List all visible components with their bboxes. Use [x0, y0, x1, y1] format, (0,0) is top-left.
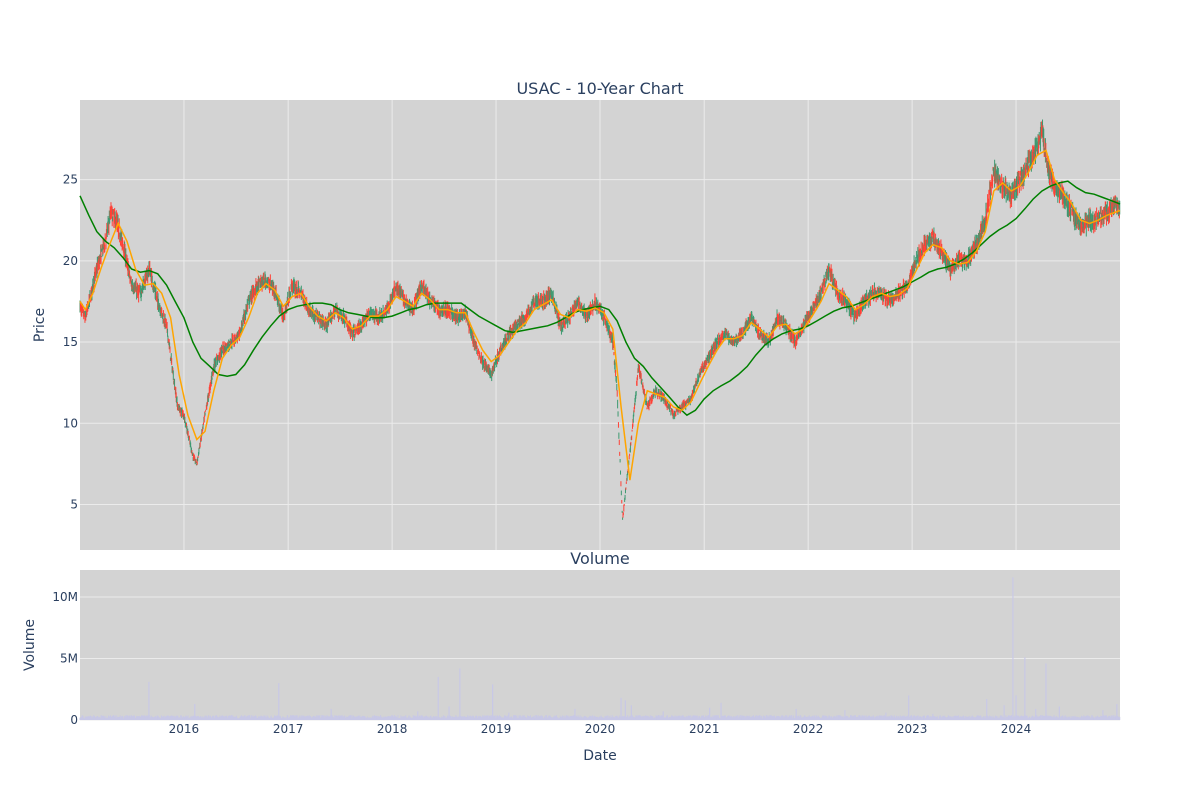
price-y-tick-label: 20 — [63, 254, 78, 268]
price-y-tick-label: 25 — [63, 173, 78, 187]
volume-y-ticks: 0 5M 10M — [52, 590, 78, 727]
volume-y-tick-label: 5M — [60, 652, 78, 666]
volume-plot-area — [80, 570, 1120, 720]
price-panel: 5 10 15 20 25 USAC - 10-Year Chart Price — [32, 79, 1121, 550]
price-y-tick-label: 15 — [63, 335, 78, 349]
price-y-tick-label: 10 — [63, 416, 78, 430]
candlesticks — [79, 119, 1121, 520]
price-y-ticks: 5 10 15 20 25 — [63, 173, 78, 512]
volume-y-tick-label: 0 — [70, 713, 78, 727]
volume-y-tick-label: 10M — [52, 590, 78, 604]
short-moving-average-line — [79, 149, 1121, 481]
volume-bars — [79, 577, 1121, 720]
long-moving-average-line — [79, 180, 1121, 417]
price-y-axis-label: Price — [32, 308, 48, 342]
price-y-tick-label: 5 — [70, 498, 78, 512]
price-gridlines — [80, 100, 1120, 550]
price-chart-title: USAC - 10-Year Chart — [516, 79, 683, 98]
